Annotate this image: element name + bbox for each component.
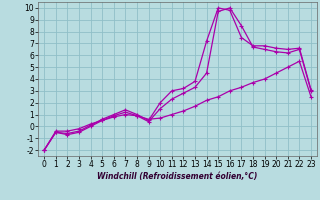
- X-axis label: Windchill (Refroidissement éolien,°C): Windchill (Refroidissement éolien,°C): [97, 172, 258, 181]
